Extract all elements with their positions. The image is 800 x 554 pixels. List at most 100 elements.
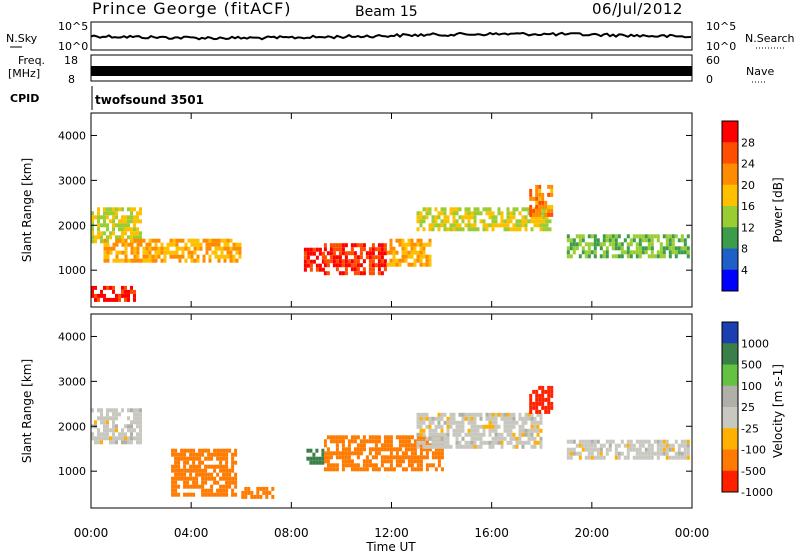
power-cell: [420, 215, 423, 219]
time-axis: 00:00 04:00 08:00 12:00 16:00 20:00 00:00: [74, 113, 710, 540]
power-cell: [304, 268, 307, 272]
velocity-cell: [357, 443, 360, 447]
velocity-cell: [492, 425, 495, 429]
power-cell: [224, 243, 227, 247]
velocity-cell: [225, 473, 228, 477]
power-cell: [669, 254, 672, 258]
power-cell: [239, 247, 242, 251]
velocity-cell: [115, 440, 118, 444]
velocity-cell: [547, 390, 550, 394]
power-cell: [152, 247, 155, 251]
noise-sky-trace: [91, 33, 691, 40]
velocity-cell: [366, 467, 369, 471]
velocity-cell: [550, 402, 553, 406]
nave-tick-top: 60: [706, 54, 720, 67]
power-cell: [158, 239, 161, 243]
velocity-cell: [432, 463, 435, 467]
power-cell: [429, 227, 432, 231]
power-cell: [627, 242, 630, 246]
power-cell: [615, 234, 618, 238]
y-tick-label: 1000: [58, 264, 86, 277]
power-cell: [636, 246, 639, 250]
velocity-cell: [489, 445, 492, 449]
velocity-cell: [225, 477, 228, 481]
power-cell: [549, 219, 552, 223]
velocity-cell: [471, 437, 474, 441]
power-cell: [137, 239, 140, 243]
velocity-cell: [538, 386, 541, 390]
velocity-cell: [585, 440, 588, 444]
velocity-cell: [537, 421, 540, 425]
power-cell: [663, 250, 666, 254]
power-cell: [121, 286, 124, 290]
velocity-cell: [438, 433, 441, 437]
cpid-label: CPID: [10, 92, 39, 105]
power-cell: [432, 215, 435, 219]
velocity-cell: [183, 481, 186, 485]
power-cell: [615, 254, 618, 258]
velocity-cell: [399, 443, 402, 447]
velocity-cell: [474, 445, 477, 449]
velocity-cell: [390, 451, 393, 455]
velocity-cell: [411, 443, 414, 447]
velocity-cell: [97, 440, 100, 444]
velocity-cell: [265, 487, 268, 491]
velocity-cell: [198, 485, 201, 489]
power-cell: [97, 227, 100, 231]
velocity-cell: [642, 440, 645, 444]
power-cell: [100, 294, 103, 298]
velocity-cell: [189, 457, 192, 461]
power-cell: [348, 251, 351, 255]
velocity-cell: [222, 485, 225, 489]
power-cell: [642, 234, 645, 238]
power-cell: [378, 251, 381, 255]
velocity-cell: [180, 449, 183, 453]
velocity-cell: [423, 445, 426, 449]
velocity-cell: [231, 481, 234, 485]
velocity-cell: [262, 491, 265, 495]
power-cell: [687, 246, 690, 250]
velocity-cell: [438, 459, 441, 463]
power-cell: [124, 223, 127, 227]
velocity-cell: [198, 465, 201, 469]
power-cell: [313, 248, 316, 252]
power-cell: [158, 247, 161, 251]
velocity-cell: [486, 425, 489, 429]
velocity-cell: [507, 441, 510, 445]
power-cell: [393, 247, 396, 251]
velocity-cell: [204, 473, 207, 477]
velocity-cell: [435, 429, 438, 433]
power-cell: [408, 251, 411, 255]
velocity-cell: [387, 447, 390, 451]
power-cell: [444, 211, 447, 215]
power-cell: [423, 247, 426, 251]
velocity-cell: [447, 429, 450, 433]
velocity-cell: [195, 453, 198, 457]
power-cell: [336, 259, 339, 263]
power-cell: [372, 243, 375, 247]
velocity-cell: [207, 457, 210, 461]
velocity-cell: [423, 417, 426, 421]
velocity-cell: [531, 417, 534, 421]
power-cell: [127, 227, 130, 231]
velocity-cell: [510, 421, 513, 425]
velocity-cell: [636, 456, 639, 460]
power-cell: [639, 254, 642, 258]
power-cell: [681, 246, 684, 250]
power-cell: [513, 227, 516, 231]
velocity-cell: [312, 457, 315, 461]
velocity-cell: [345, 451, 348, 455]
power-cell: [687, 234, 690, 238]
velocity-cell: [384, 455, 387, 459]
power-cell: [669, 250, 672, 254]
colorbar-segment: [722, 450, 738, 472]
power-cell: [115, 211, 118, 215]
power-cell: [203, 255, 206, 259]
velocity-cell: [657, 456, 660, 460]
power-cell: [544, 205, 547, 209]
power-cell: [375, 263, 378, 267]
power-cell: [94, 286, 97, 290]
velocity-cell: [186, 477, 189, 481]
power-cell: [541, 197, 544, 201]
velocity-cell: [186, 449, 189, 453]
